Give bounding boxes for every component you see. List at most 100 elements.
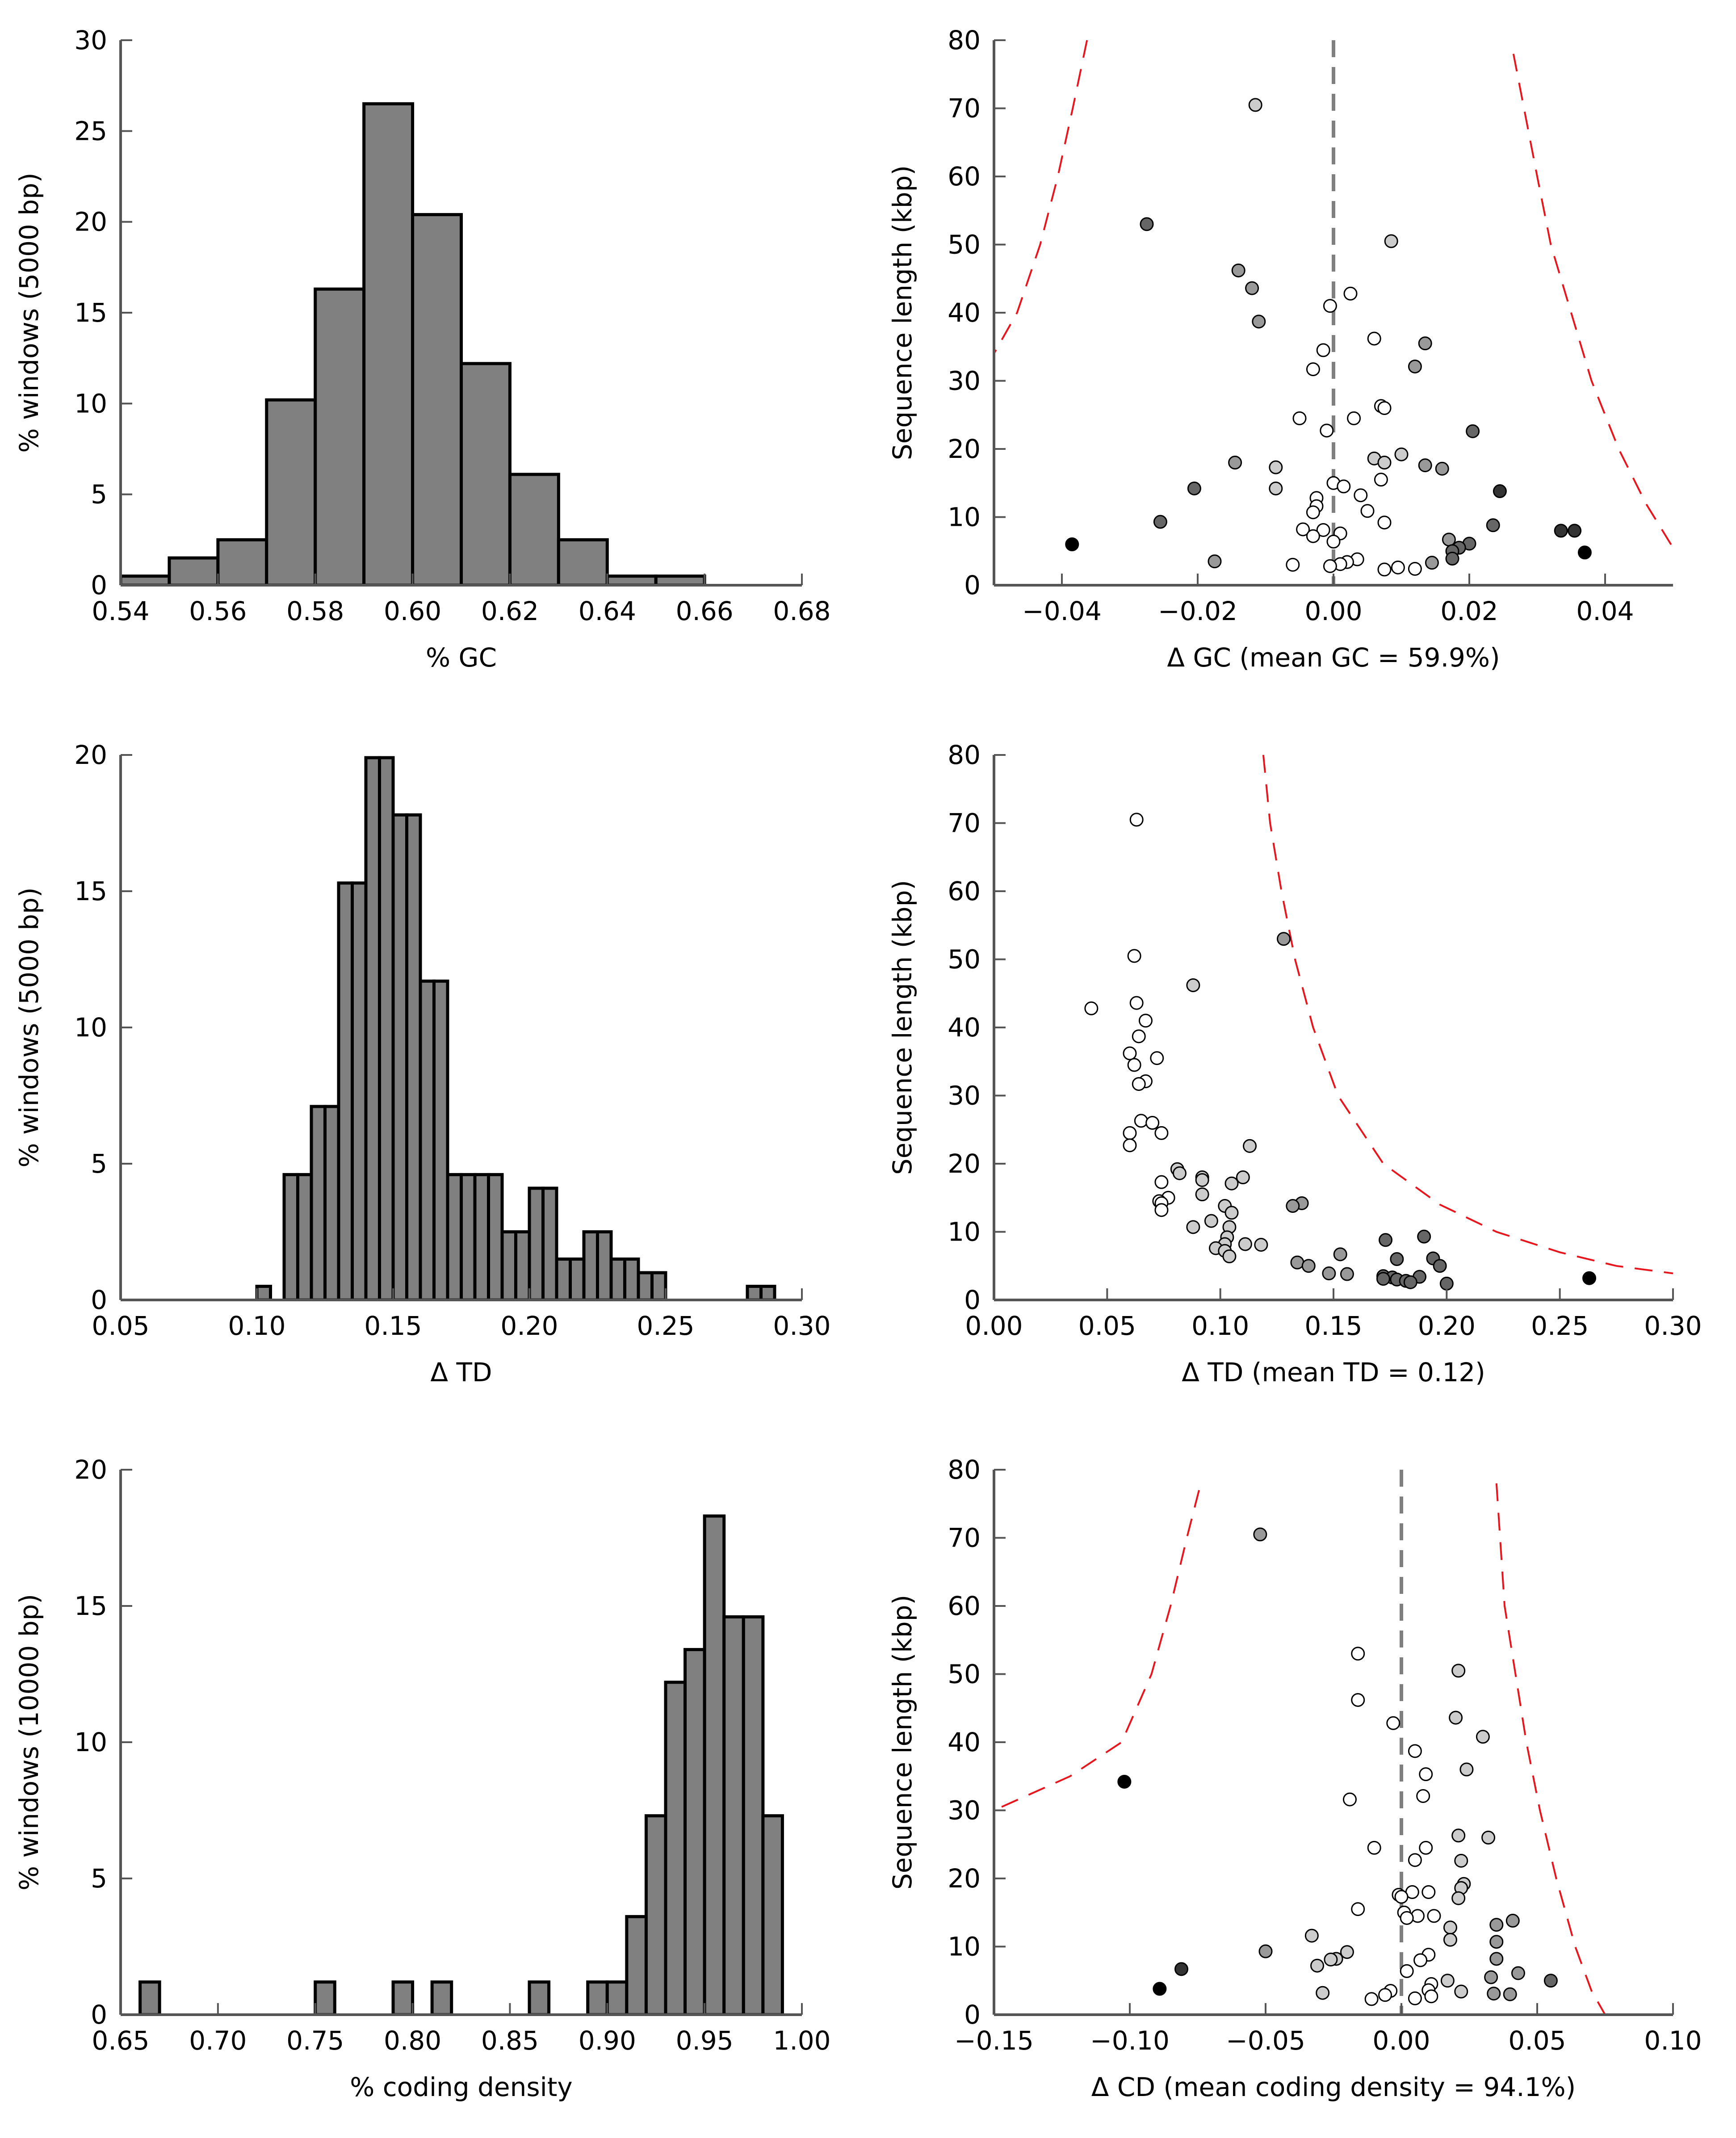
- scatter-point: [1364, 1992, 1379, 2006]
- scatter-point: [1333, 1247, 1347, 1262]
- plot-area: [1084, 755, 1673, 1291]
- scatter-point: [1351, 1693, 1365, 1707]
- y-axis-label: % windows (5000 bp): [14, 172, 44, 453]
- scatter-point: [1306, 529, 1320, 543]
- scatter-point: [1487, 1987, 1501, 2001]
- scatter-point: [1123, 1126, 1137, 1140]
- scatter-point: [1269, 460, 1283, 474]
- scatter-point: [1292, 411, 1307, 425]
- scatter-point: [1323, 299, 1337, 313]
- y-tick-label: 30: [74, 25, 107, 55]
- scatter-point: [1400, 1911, 1414, 1925]
- x-axis-label: Δ TD: [430, 1357, 492, 1388]
- histogram-bar: [555, 1258, 572, 1300]
- histogram-bar: [282, 1173, 299, 1300]
- histogram-bar: [514, 1230, 531, 1300]
- scatter-point: [1422, 1885, 1436, 1899]
- histogram-bar: [446, 1173, 463, 1300]
- x-tick-label: 0.30: [773, 1311, 830, 1341]
- scatter-point: [1145, 1116, 1160, 1130]
- scatter-point: [1408, 1744, 1422, 1758]
- x-tick-label: 0.05: [1078, 1311, 1136, 1341]
- scatter-point: [1418, 458, 1432, 473]
- scatter-point: [1195, 1173, 1209, 1187]
- scatter-point: [1489, 1952, 1504, 1966]
- scatter-point: [1290, 1255, 1304, 1270]
- cd-histogram-panel: 0.65 0.70 0.75 0.80 0.85 0.90 0.95 1.00 0 5 10 15 20…: [14, 1455, 831, 2102]
- scatter-point: [1258, 1944, 1273, 1958]
- scatter-point: [1439, 1276, 1454, 1291]
- scatter-point: [1377, 401, 1392, 415]
- scatter-point: [1505, 1914, 1520, 1928]
- scatter-point: [1440, 1974, 1455, 1988]
- scatter-point: [1367, 1840, 1381, 1855]
- scatter-point: [1248, 98, 1262, 112]
- scatter-point: [1326, 534, 1341, 549]
- scatter-point: [1493, 484, 1507, 499]
- y-axis-label: Sequence length (kbp): [887, 1595, 918, 1890]
- scatter-point: [1324, 1952, 1338, 1966]
- bound-curve: [1512, 54, 1673, 549]
- scatter-point: [1322, 1266, 1336, 1281]
- y-tick-label: 30: [948, 366, 981, 396]
- scatter-point: [1443, 1933, 1457, 1947]
- scatter-point: [1129, 813, 1144, 827]
- y-axis-label: % windows (5000 bp): [14, 887, 44, 1167]
- plot-area: [994, 40, 1673, 585]
- scatter-point: [1123, 1046, 1137, 1061]
- scatter-point: [1408, 1991, 1422, 2005]
- scatter-point: [1238, 1237, 1252, 1251]
- x-tick-label: 1.00: [773, 2025, 830, 2056]
- scatter-point: [1153, 1982, 1167, 1996]
- histogram-bar: [296, 1173, 313, 1300]
- scatter-point: [1186, 1220, 1200, 1234]
- scatter-point: [1316, 523, 1330, 537]
- scatter-point: [1340, 1267, 1354, 1281]
- scatter-point: [1427, 1909, 1441, 1923]
- y-tick-label: 50: [948, 944, 981, 975]
- histogram-bar: [411, 213, 463, 585]
- scatter-point: [1451, 1828, 1466, 1843]
- histogram-bar: [703, 1514, 726, 2015]
- scatter-point: [1394, 1890, 1409, 1904]
- y-tick-label: 40: [948, 298, 981, 328]
- x-tick-label: 0.56: [189, 596, 247, 626]
- y-tick-label: 10: [948, 1932, 981, 1962]
- scatter-point: [1140, 217, 1154, 231]
- scatter-point: [1394, 447, 1409, 461]
- scatter-point: [1351, 1647, 1365, 1661]
- x-tick-label: 0.10: [1644, 2025, 1702, 2056]
- scatter-point: [1416, 1789, 1430, 1803]
- y-tick-label: 0: [91, 2000, 107, 2030]
- gc-histogram-panel: 0.54 0.56 0.58 0.60 0.62 0.64 0.66 0.68 0 5 10 15 20…: [14, 25, 831, 673]
- scatter-point: [1065, 537, 1079, 551]
- x-tick-label: 0.85: [481, 2025, 539, 2056]
- scatter-point: [1132, 1077, 1146, 1091]
- x-tick-label: −0.05: [1226, 2025, 1305, 2056]
- scatter-point: [1454, 1853, 1468, 1868]
- scatter-point: [1451, 1891, 1466, 1905]
- x-tick-label: 0.00: [965, 1311, 1023, 1341]
- scatter-point: [1347, 411, 1361, 425]
- histogram-bar: [487, 1173, 504, 1300]
- scatter-point: [1132, 1029, 1146, 1044]
- gc-scatter-panel: −0.04 −0.02 0.00 0.02 0.04 0 10 20 30 40 50 60 70 80 Δ…: [887, 25, 1673, 673]
- x-tick-label: 0.65: [92, 2025, 149, 2056]
- scatter-point: [1304, 1928, 1319, 1943]
- histogram-bar: [473, 1173, 490, 1300]
- scatter-point: [1204, 1214, 1218, 1228]
- y-tick-label: 0: [964, 570, 981, 600]
- x-tick-label: 0.62: [481, 596, 539, 626]
- scatter-point: [1511, 1966, 1525, 1980]
- plot-area: [994, 1470, 1606, 2015]
- histogram-bar: [650, 1271, 667, 1300]
- scatter-point: [1400, 1964, 1414, 1978]
- histogram-bar: [432, 979, 449, 1300]
- x-axis-label: Δ GC (mean GC = 59.9%): [1167, 642, 1500, 673]
- scatter-point: [1301, 1259, 1316, 1273]
- scatter-point: [1367, 331, 1381, 346]
- scatter-point: [1252, 314, 1266, 329]
- histogram-bar: [609, 1258, 626, 1300]
- histogram-bar: [460, 362, 512, 585]
- scatter-point: [1425, 556, 1439, 570]
